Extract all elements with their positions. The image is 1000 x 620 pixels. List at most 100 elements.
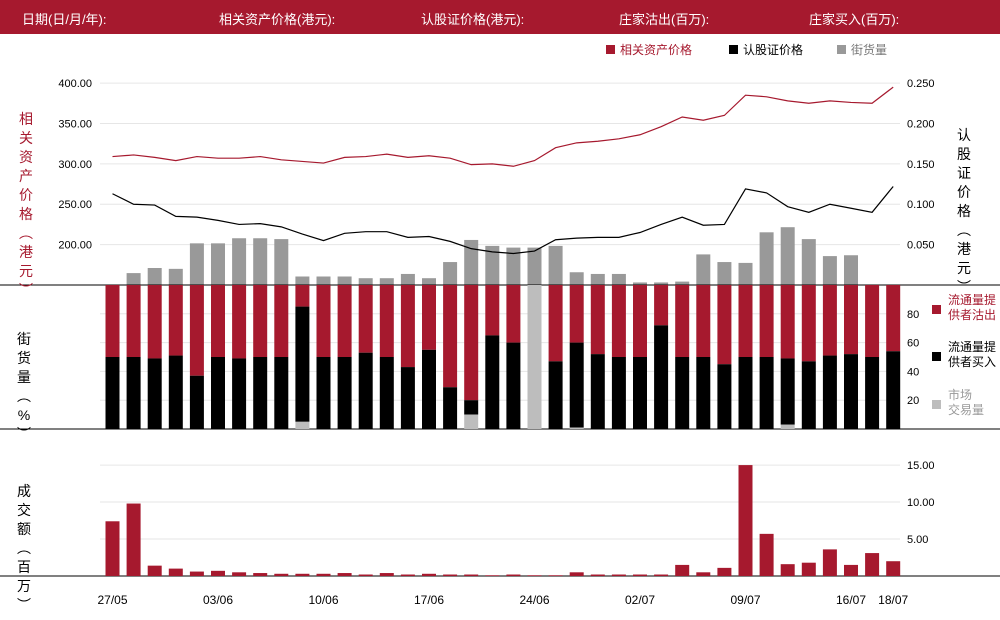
outstanding-bar [506, 247, 521, 285]
outstanding-bar [717, 262, 732, 285]
lp-buy-bar [590, 354, 605, 429]
lp-sell-bar [485, 285, 500, 336]
turnover-bar [316, 573, 331, 576]
turnover-bar [717, 567, 732, 576]
bottom-tick-label: 15.00 [907, 460, 935, 472]
left-tick-label: 300.00 [58, 159, 92, 171]
lp-buy-bar [105, 357, 120, 429]
outstanding-bar [316, 276, 331, 285]
warrant-chart: 200.00 250.00 300.00 350.00 400.00 0.050 0.100… [0, 42, 1000, 607]
lp-sell-bar [337, 285, 352, 357]
lp-sell-bar [865, 285, 880, 357]
outstanding-bar [211, 243, 225, 285]
lp-buy-bar [443, 387, 458, 429]
turnover-bar [274, 573, 289, 576]
right-axis-title-top: 认股证价格 ︵ 港元 ︶ [957, 127, 971, 295]
lp-sell-bar [147, 285, 162, 359]
x-tick-label: 17/06 [414, 593, 444, 607]
outstanding-bar [801, 239, 816, 285]
turnover-bar [780, 564, 795, 576]
underlying-price-line [112, 86, 894, 167]
lp-buy-bar [379, 357, 394, 429]
right-tick-label: 0.150 [907, 159, 935, 171]
turnover-bar [253, 573, 268, 576]
lp-sell-bar [400, 285, 415, 368]
lp-sell-bar [464, 285, 479, 401]
underlying-price-label: 相关资产价格(港元): [219, 12, 336, 27]
turnover-bar [886, 561, 901, 576]
lp-buy-bar [865, 357, 880, 429]
lp-buy-bar [358, 352, 373, 429]
legend-swatch-lp-sell [932, 305, 941, 314]
legend-market: 交易量 [948, 402, 984, 417]
lp-buy-bar [316, 357, 331, 429]
market-volume-bar [780, 424, 795, 429]
legend-swatch-market [932, 400, 941, 409]
legend-swatch-underlying [606, 45, 615, 54]
turnover-bar [527, 575, 542, 576]
lp-sell-bar [295, 285, 310, 307]
lp-sell-bar [696, 285, 711, 357]
turnover-bar [400, 574, 415, 576]
lp-buy-bar [822, 355, 837, 429]
lp-sell-bar [717, 285, 732, 365]
turnover-bar [569, 572, 584, 576]
lp-sell-bar [105, 285, 120, 357]
lp-buy-bar [211, 357, 225, 429]
legend-lp-sell: 流通量提 [948, 292, 996, 307]
lp-sell-bar [232, 285, 247, 359]
outstanding-bar [654, 282, 669, 285]
outstanding-bar [485, 245, 500, 285]
x-tick-label: 03/06 [203, 593, 233, 607]
lp-buy-bar [611, 357, 626, 429]
lp-sell-bar [211, 285, 225, 357]
lp-buy-bar [801, 361, 816, 429]
outstanding-bar [189, 243, 204, 285]
right-tick-label: 0.200 [907, 118, 935, 130]
turnover-bar [295, 573, 310, 576]
turnover-bar [485, 575, 500, 576]
turnover-bar [654, 574, 669, 576]
outstanding-bar [358, 278, 373, 285]
lp-sell-bar [822, 285, 837, 356]
market-volume-bar [464, 414, 479, 429]
turnover-bar [168, 568, 183, 576]
outstanding-bar [611, 273, 626, 285]
turnover-bar [506, 574, 521, 576]
outstanding-bar [548, 245, 563, 285]
outstanding-bar [168, 268, 183, 285]
legend-market: 市场 [948, 387, 972, 402]
legend-swatch-outstanding [837, 45, 846, 54]
lp-sell-bar [611, 285, 626, 357]
lp-sell-bar [274, 285, 289, 357]
turnover-bar [443, 574, 458, 576]
lp-sell-bar [780, 285, 795, 359]
left-tick-label: 250.00 [58, 199, 92, 211]
turnover-bar [590, 574, 605, 576]
lp-buy-bar [422, 349, 436, 429]
turnover-bar [211, 570, 225, 576]
outstanding-bar [633, 282, 647, 285]
outstanding-bar [759, 232, 774, 285]
turnover-bar [801, 562, 816, 576]
x-tick-label: 27/05 [97, 593, 127, 607]
market-volume-bar [569, 427, 584, 429]
legend-swatch-lp-buy [932, 352, 941, 361]
lp-buy-bar [168, 355, 183, 429]
lp-buy-bar [696, 357, 711, 429]
lp-buy-bar [654, 325, 669, 429]
mid-tick-label: 20 [907, 395, 919, 407]
outstanding-bar [590, 273, 605, 285]
lp-buy-bar [337, 357, 352, 429]
mm-sell-label: 庄家沽出(百万): [619, 12, 710, 27]
turnover-bar [464, 574, 479, 576]
outstanding-bar [274, 239, 289, 285]
lp-buy-bar [232, 358, 247, 429]
outstanding-bar [443, 262, 458, 285]
outstanding-bar [780, 227, 795, 285]
right-tick-label: 0.250 [907, 78, 935, 90]
lp-sell-bar [443, 285, 458, 388]
lp-sell-bar [548, 285, 563, 362]
lp-buy-bar [400, 367, 415, 429]
lp-buy-bar [548, 361, 563, 429]
